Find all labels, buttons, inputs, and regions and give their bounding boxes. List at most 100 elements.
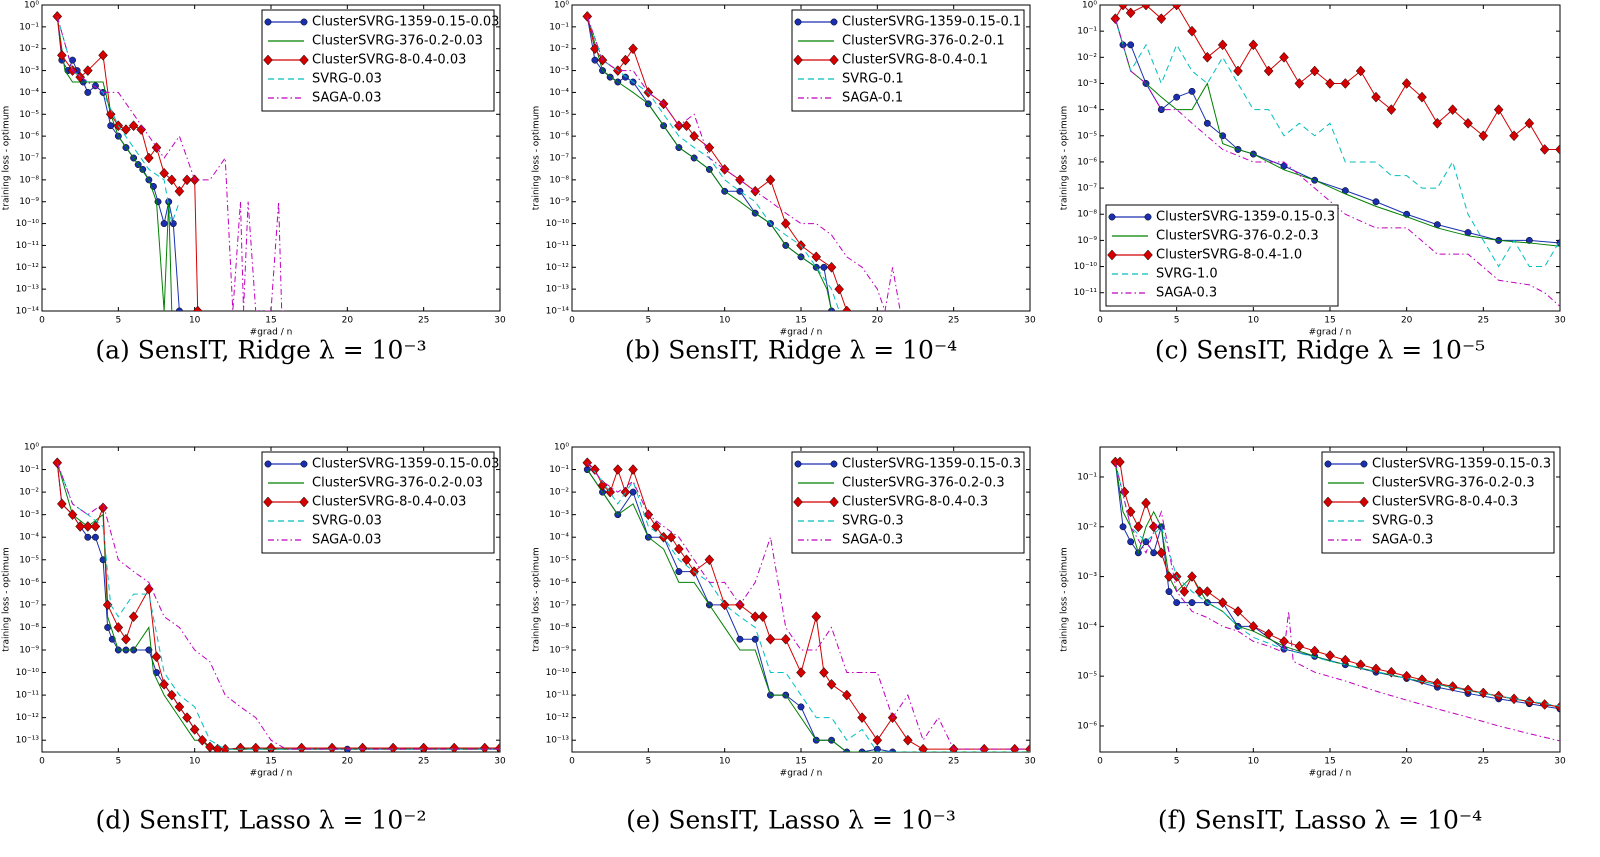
marker xyxy=(264,460,272,468)
marker xyxy=(1509,693,1519,705)
series-line xyxy=(586,16,848,311)
y-tick-label: 10⁻¹¹ xyxy=(16,691,40,701)
x-tick-label: 0 xyxy=(1097,316,1103,326)
marker xyxy=(1118,5,1128,11)
marker xyxy=(1115,456,1125,468)
x-tick-label: 20 xyxy=(872,757,884,767)
marker xyxy=(793,496,803,508)
x-tick-label: 25 xyxy=(948,316,959,326)
marker xyxy=(819,667,829,678)
marker xyxy=(1150,549,1158,557)
y-tick-label: 10⁰ xyxy=(1082,1,1097,11)
legend-label: ClusterSVRG-1359-0.15-0.03 xyxy=(312,457,499,472)
marker xyxy=(1340,654,1351,666)
y-tick-label: 10⁻² xyxy=(1077,53,1097,63)
y-tick-label: 10⁻¹⁴ xyxy=(16,307,40,317)
marker xyxy=(979,743,990,752)
y-tick-label: 10⁻¹⁰ xyxy=(1074,262,1098,272)
marker xyxy=(681,120,692,132)
marker xyxy=(174,185,185,197)
marker xyxy=(1355,659,1366,671)
marker xyxy=(1144,213,1152,221)
marker xyxy=(820,263,828,271)
marker xyxy=(52,11,63,22)
marker xyxy=(918,743,928,752)
marker xyxy=(1325,650,1335,661)
y-tick-label: 10⁻¹¹ xyxy=(546,241,570,251)
x-tick-label: 30 xyxy=(494,757,506,767)
legend-label: SAGA-0.3 xyxy=(1156,286,1217,301)
marker xyxy=(136,124,147,135)
panel: 0 5 10 15 20 25 30 10⁻¹⁴ 10⁻¹³ 10⁻¹² 10⁻¹¹ 10⁻¹⁰ 10⁻… xyxy=(532,1,1036,338)
marker xyxy=(751,635,759,643)
marker xyxy=(299,54,309,66)
y-tick-label: 10⁻⁹ xyxy=(1077,236,1097,246)
marker xyxy=(1432,117,1443,129)
marker xyxy=(1417,674,1427,686)
marker xyxy=(757,611,768,623)
y-tick-label: 10⁻² xyxy=(19,44,39,54)
marker xyxy=(811,251,822,263)
marker xyxy=(780,633,791,645)
marker xyxy=(113,622,124,633)
series-group xyxy=(52,11,287,311)
marker xyxy=(834,283,845,295)
series-line xyxy=(56,462,500,750)
marker xyxy=(1119,523,1127,531)
marker xyxy=(250,742,261,752)
marker xyxy=(75,521,86,532)
series-line xyxy=(1114,18,1560,268)
legend-label: SAGA-0.1 xyxy=(842,91,903,106)
y-axis-label: training loss - optimum xyxy=(1060,106,1070,211)
marker xyxy=(1324,460,1332,468)
y-tick-label: 10⁰ xyxy=(554,1,569,11)
marker xyxy=(1386,666,1397,678)
series-group xyxy=(1110,5,1560,307)
marker xyxy=(300,18,308,26)
y-tick-label: 10⁻¹ xyxy=(19,465,39,475)
marker xyxy=(102,599,113,611)
y-tick-label: 10⁻¹ xyxy=(19,22,39,32)
marker xyxy=(1279,635,1289,647)
marker xyxy=(151,651,162,663)
legend-label: ClusterSVRG-1359-0.15-0.03 xyxy=(312,15,499,30)
series-group xyxy=(52,457,500,752)
marker xyxy=(1309,645,1320,657)
legend-label: ClusterSVRG-8-0.4-1.0 xyxy=(1156,248,1302,263)
marker xyxy=(750,611,761,623)
series-line xyxy=(586,16,840,311)
x-tick-label: 25 xyxy=(418,316,429,326)
marker xyxy=(689,130,699,142)
x-tick-label: 20 xyxy=(1401,316,1413,326)
marker xyxy=(1143,249,1153,261)
series-group xyxy=(582,11,901,311)
legend: ClusterSVRG-1359-0.15-0.03 ClusterSVRG-37… xyxy=(261,9,499,112)
y-tick-label: 10⁻⁵ xyxy=(549,110,569,120)
legend-label: ClusterSVRG-376-0.2-0.3 xyxy=(1156,229,1319,244)
marker xyxy=(418,742,429,752)
x-tick-label: 5 xyxy=(115,316,121,326)
legend: ClusterSVRG-1359-0.15-0.3 ClusterSVRG-376… xyxy=(1321,451,1555,554)
y-tick-label: 10⁻¹² xyxy=(546,263,570,273)
legend-label: SAGA-0.03 xyxy=(312,91,381,106)
x-tick-label: 15 xyxy=(1324,316,1335,326)
marker xyxy=(263,54,273,66)
marker xyxy=(1248,39,1259,51)
y-tick-label: 10⁻⁵ xyxy=(19,555,39,565)
marker xyxy=(1125,7,1136,19)
marker xyxy=(1432,677,1443,689)
y-tick-label: 10⁻³ xyxy=(1077,572,1097,582)
legend: ClusterSVRG-1359-0.15-0.1 ClusterSVRG-376… xyxy=(791,9,1025,112)
series-line xyxy=(56,16,287,311)
y-tick-label: 10⁻³ xyxy=(1077,79,1097,89)
y-tick-label: 10⁻⁷ xyxy=(549,154,569,164)
marker xyxy=(1127,41,1135,49)
x-tick-label: 10 xyxy=(189,757,201,767)
marker xyxy=(1340,78,1351,89)
marker xyxy=(1478,687,1489,699)
y-tick-label: 10⁻¹ xyxy=(1077,27,1097,37)
y-tick-label: 10⁻¹² xyxy=(546,713,570,723)
marker xyxy=(1323,496,1333,508)
marker xyxy=(1025,743,1030,752)
panel: 0 5 10 15 20 25 30 10⁻¹¹ 10⁻¹⁰ 10⁻⁹ 10⁻⁸ 10⁻⁷ 10⁻⁶ 10… xyxy=(1060,1,1566,338)
